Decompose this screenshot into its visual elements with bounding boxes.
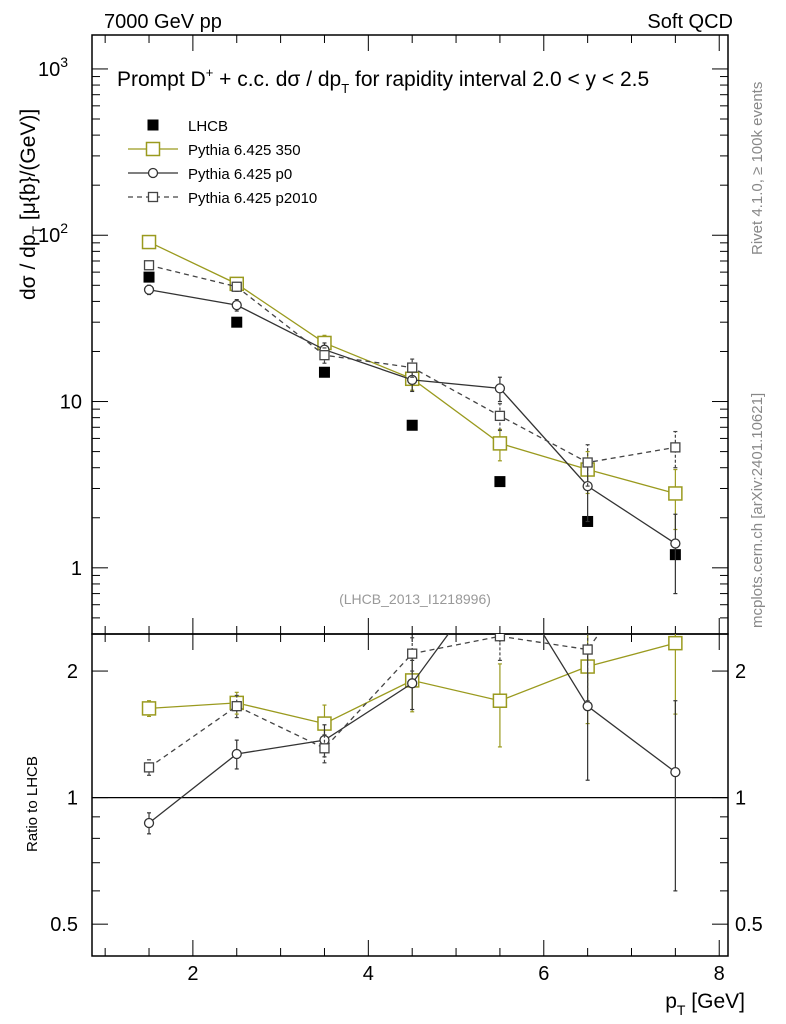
ratio-point-pythia-6-425-p0 — [231, 748, 242, 760]
legend-marker-pythia-6-425-p2010 — [147, 191, 159, 203]
ratio-y-tick-label-right: 2 — [735, 661, 746, 683]
ratio-y-tick-label-right: 1 — [735, 788, 746, 810]
ratio-line-pythia-6-425-p2010 — [148, 634, 600, 768]
main-point-pythia-6-425-p2010 — [407, 362, 418, 373]
main-line-pythia-6-425-p0 — [148, 289, 676, 545]
y-axis-label: dσ / dpT [μ{b}/(GeV)] — [17, 109, 45, 300]
main-y-tick-label: 10 — [60, 392, 82, 414]
ratio-plot-series — [141, 559, 683, 892]
ratio-y-tick-label: 0.5 — [50, 914, 78, 936]
main-point-pythia-6-425-p2010 — [494, 410, 506, 422]
main-point-pythia-6-425-p0 — [494, 383, 506, 394]
x-tick-label: 2 — [187, 963, 198, 985]
ratio-point-pythia-6-425-350 — [668, 635, 683, 651]
ratio-point-pythia-6-425-350 — [492, 693, 508, 708]
analysis-reference: (LHCB_2013_I1218996) — [339, 591, 491, 607]
ratio-point-pythia-6-425-350 — [141, 701, 157, 716]
main-point-lhcb — [494, 476, 506, 488]
ratio-y-tick-label-right: 0.5 — [735, 914, 763, 936]
main-series-pythia-6-425-p0 — [143, 284, 681, 595]
plot-title: Prompt D+ + c.c. dσ / dpT for rapidity i… — [117, 65, 649, 96]
main-point-lhcb — [318, 366, 330, 378]
ratio-y-tick-label: 1 — [67, 788, 78, 810]
x-tick-label: 4 — [363, 963, 374, 985]
main-point-pythia-6-425-350 — [492, 436, 508, 451]
main-point-lhcb — [231, 316, 243, 328]
main-y-tick-label: 1 — [71, 558, 82, 580]
main-point-pythia-6-425-350 — [141, 234, 157, 250]
ratio-point-pythia-6-425-p0 — [670, 766, 681, 778]
main-point-pythia-6-425-p2010 — [319, 350, 330, 361]
main-y-tick-label: 102 — [38, 220, 68, 247]
main-point-pythia-6-425-p0 — [143, 284, 155, 295]
x-tick-label: 6 — [538, 963, 549, 985]
mcplots-label: mcplots.cern.ch [arXiv:2401.10621] — [749, 393, 766, 628]
main-point-pythia-6-425-p2010 — [143, 260, 155, 271]
ratio-point-pythia-6-425-p2010 — [494, 634, 506, 642]
x-axis-label: pT [GeV] — [665, 990, 745, 1018]
ratio-point-pythia-6-425-p0 — [495, 559, 504, 568]
main-plot-series — [141, 234, 683, 595]
ratio-point-pythia-6-425-p0 — [407, 678, 418, 689]
header-left: 7000 GeV pp — [104, 11, 222, 33]
ratio-point-pythia-6-425-p2010 — [582, 644, 593, 655]
main-y-tick-label-exponent: 2 — [60, 220, 68, 236]
x-tick-label: 8 — [714, 963, 725, 985]
main-series-pythia-6-425-p2010 — [143, 260, 681, 487]
header-right: Soft QCD — [647, 11, 733, 33]
ratio-point-pythia-6-425-p2010 — [143, 762, 155, 773]
legend-label-pythia-6-425-p0: Pythia 6.425 p0 — [188, 166, 292, 183]
legend-marker-pythia-6-425-350 — [145, 141, 161, 157]
ratio-y-axis-label: Ratio to LHCB — [24, 756, 41, 852]
main-point-pythia-6-425-p2010 — [582, 457, 593, 468]
main-point-pythia-6-425-p2010 — [231, 281, 242, 292]
main-point-lhcb — [406, 419, 418, 431]
legend-marker-lhcb — [147, 119, 159, 131]
main-y-tick-label-exponent: 3 — [60, 54, 68, 70]
legend-label-pythia-6-425-p2010: Pythia 6.425 p2010 — [188, 190, 317, 207]
main-point-pythia-6-425-p2010 — [670, 442, 681, 453]
main-point-pythia-6-425-p0 — [231, 299, 242, 311]
main-point-pythia-6-425-350 — [668, 486, 683, 501]
legend-label-pythia-6-425-350: Pythia 6.425 350 — [188, 142, 301, 159]
legend: LHCB Pythia 6.425 350 Pythia 6.425 p0 Pythi… — [128, 118, 317, 207]
ratio-point-pythia-6-425-p2010 — [407, 648, 418, 659]
main-point-lhcb — [143, 271, 155, 283]
main-series-lhcb — [143, 271, 681, 561]
ratio-series-pythia-6-425-p2010 — [143, 634, 600, 776]
ratio-point-pythia-6-425-p2010 — [231, 701, 242, 712]
ratio-y-tick-label: 2 — [67, 661, 78, 683]
ratio-series-pythia-6-425-p0 — [143, 559, 681, 892]
ratio-point-pythia-6-425-p0 — [143, 817, 155, 829]
ratio-point-pythia-6-425-p2010 — [319, 743, 330, 754]
main-point-pythia-6-425-p0 — [670, 538, 681, 549]
ratio-plot-frame — [91, 633, 729, 957]
legend-marker-pythia-6-425-p0 — [147, 167, 159, 179]
rivet-label: Rivet 4.1.0, ≥ 100k events — [749, 82, 766, 255]
ratio-point-pythia-6-425-p0 — [582, 701, 593, 712]
legend-label-lhcb: LHCB — [188, 118, 228, 135]
axis-ticks: 1 10 102 103 0.5 0.5 1 1 2 2 2 4 6 8 — [38, 35, 763, 985]
main-y-tick-label: 103 — [38, 54, 68, 81]
